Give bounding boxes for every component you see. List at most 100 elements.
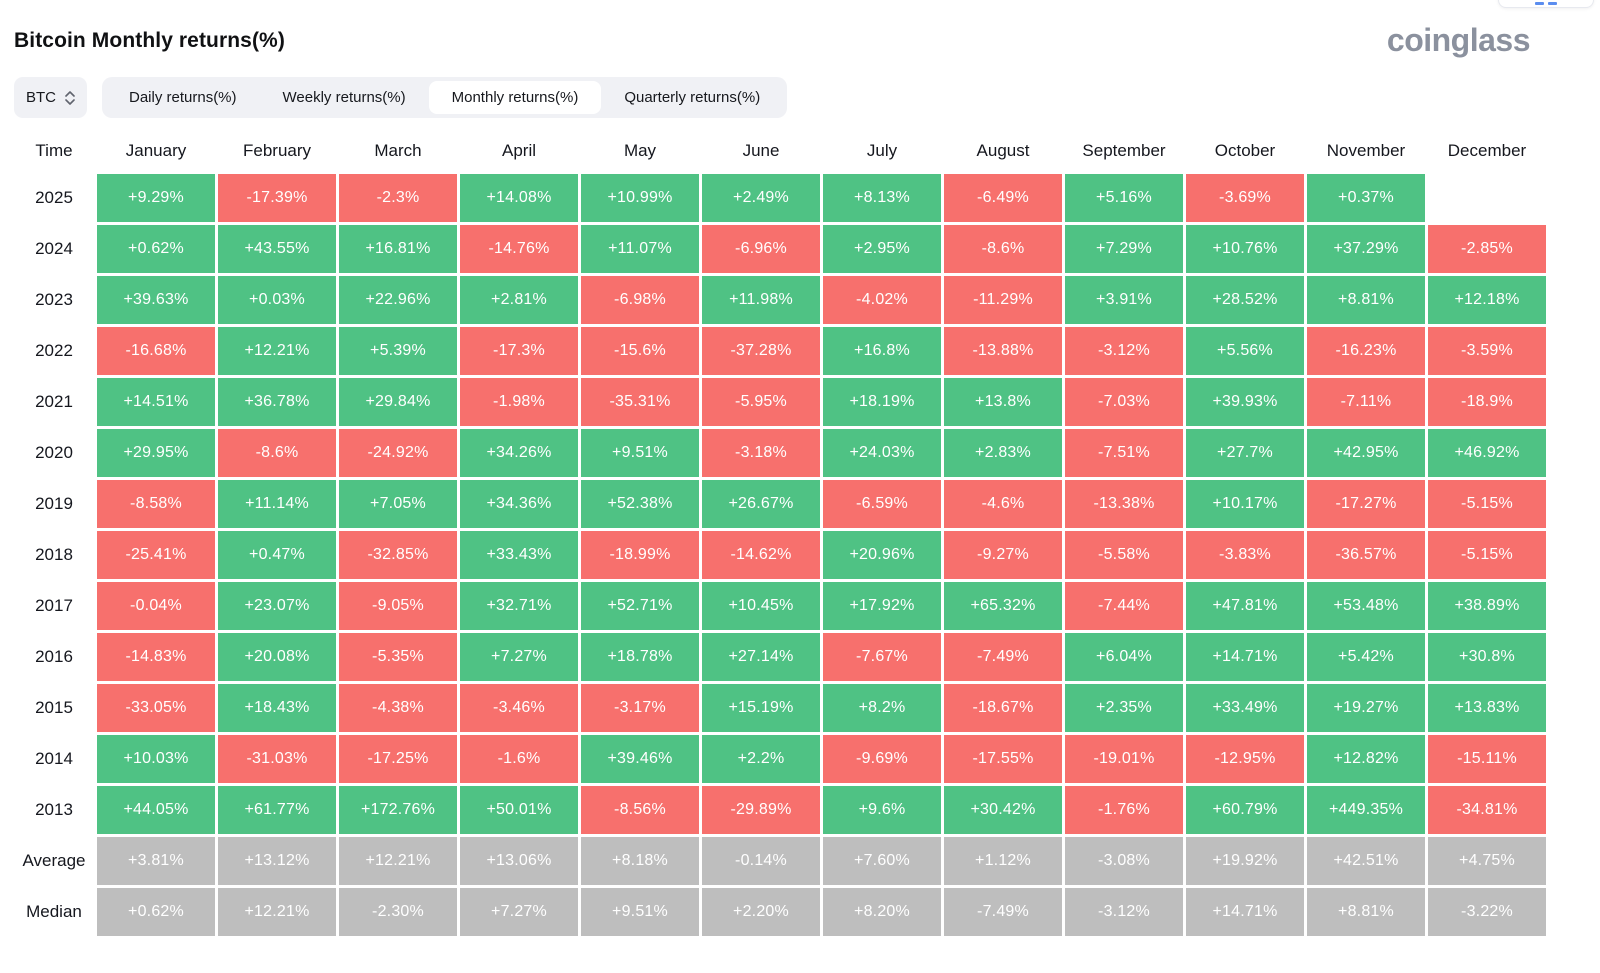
return-cell: +2.95%: [823, 225, 941, 273]
return-cell: +0.62%: [97, 888, 215, 936]
return-cell: +6.04%: [1065, 633, 1183, 681]
return-cell: -29.89%: [702, 786, 820, 834]
return-cell: -3.08%: [1065, 837, 1183, 885]
column-header-june: June: [742, 140, 780, 160]
return-cell: -3.12%: [1065, 888, 1183, 936]
return-cell: +27.7%: [1186, 429, 1304, 477]
return-cell: -7.11%: [1307, 378, 1425, 426]
return-cell: +39.63%: [97, 276, 215, 324]
row-label: 2024: [35, 239, 73, 258]
return-cell: +46.92%: [1428, 429, 1546, 477]
return-cell: -12.95%: [1186, 735, 1304, 783]
return-cell: +2.20%: [702, 888, 820, 936]
row-label: Average: [22, 851, 86, 870]
return-cell: +34.36%: [460, 480, 578, 528]
return-cell: -5.95%: [702, 378, 820, 426]
return-cell: +33.49%: [1186, 684, 1304, 732]
return-cell: +28.52%: [1186, 276, 1304, 324]
return-cell: +11.14%: [218, 480, 336, 528]
return-cell: +9.29%: [97, 174, 215, 222]
return-cell: +449.35%: [1307, 786, 1425, 834]
row-label: 2015: [35, 698, 73, 717]
return-cell: +18.19%: [823, 378, 941, 426]
table-row-2016: 2016 -14.83% +20.08% -5.35% +7.27% +18.78% +27…: [14, 633, 1546, 681]
return-cell: +44.05%: [97, 786, 215, 834]
return-cell: -7.51%: [1065, 429, 1183, 477]
coinglass-logo: coinglass: [1386, 22, 1531, 58]
return-cell: +50.01%: [460, 786, 578, 834]
return-cell: -7.67%: [823, 633, 941, 681]
column-header-august: August: [976, 140, 1030, 160]
row-label: 2023: [35, 290, 73, 309]
return-cell: +7.27%: [460, 888, 578, 936]
return-cell: +52.71%: [581, 582, 699, 630]
table-row-2017: 2017 -0.04% +23.07% -9.05% +32.71% +52.71% +10…: [14, 582, 1546, 630]
return-cell: +37.29%: [1307, 225, 1425, 273]
return-cell: -19.01%: [1065, 735, 1183, 783]
return-cell: +2.2%: [702, 735, 820, 783]
return-cell: +36.78%: [218, 378, 336, 426]
return-cell: +30.8%: [1428, 633, 1546, 681]
row-label: 2022: [35, 341, 73, 360]
return-cell: +13.06%: [460, 837, 578, 885]
return-cell: +65.32%: [944, 582, 1062, 630]
return-cell: +9.51%: [581, 429, 699, 477]
symbol-selector[interactable]: BTC: [14, 77, 87, 118]
return-cell: -3.83%: [1186, 531, 1304, 579]
return-cell: -13.38%: [1065, 480, 1183, 528]
return-cell: -3.22%: [1428, 888, 1546, 936]
return-cell: -18.99%: [581, 531, 699, 579]
return-cell: -6.59%: [823, 480, 941, 528]
return-cell: -9.05%: [339, 582, 457, 630]
return-cell: +8.20%: [823, 888, 941, 936]
return-cell: +8.18%: [581, 837, 699, 885]
table-row-2021: 2021 +14.51% +36.78% +29.84% -1.98% -35.31% -5…: [14, 378, 1546, 426]
return-cell: +13.12%: [218, 837, 336, 885]
table-row-2023: 2023 +39.63% +0.03% +22.96% +2.81% -6.98% +11.…: [14, 276, 1546, 324]
return-cell: +17.92%: [823, 582, 941, 630]
row-label: 2016: [35, 647, 73, 666]
return-cell: -17.25%: [339, 735, 457, 783]
column-header-may: May: [623, 140, 657, 160]
return-cell: +12.82%: [1307, 735, 1425, 783]
return-cell: +61.77%: [218, 786, 336, 834]
return-cell: -1.76%: [1065, 786, 1183, 834]
return-cell: -18.9%: [1428, 378, 1546, 426]
tab-daily-returns[interactable]: Daily returns(%): [129, 89, 237, 106]
page-title: Bitcoin Monthly returns(%): [14, 28, 285, 52]
tab-weekly-returns[interactable]: Weekly returns(%): [282, 89, 406, 106]
return-cell: -6.98%: [581, 276, 699, 324]
column-header-december: December: [1447, 140, 1527, 160]
tab-monthly-returns[interactable]: Monthly returns(%): [428, 81, 602, 114]
return-cell: +39.46%: [581, 735, 699, 783]
return-cell: +22.96%: [339, 276, 457, 324]
return-cell: +8.81%: [1307, 276, 1425, 324]
return-cell: -14.83%: [97, 633, 215, 681]
return-cell: -1.98%: [460, 378, 578, 426]
return-cell: -8.6%: [218, 429, 336, 477]
return-cell: -17.3%: [460, 327, 578, 375]
table-row-2019: 2019 -8.58% +11.14% +7.05% +34.36% +52.38% +26…: [14, 480, 1546, 528]
return-cell: +43.55%: [218, 225, 336, 273]
return-cell: -33.05%: [97, 684, 215, 732]
return-cell: +8.2%: [823, 684, 941, 732]
return-cell: +10.45%: [702, 582, 820, 630]
return-cell: +60.79%: [1186, 786, 1304, 834]
return-cell: -11.29%: [944, 276, 1062, 324]
return-cell: -9.27%: [944, 531, 1062, 579]
partial-button[interactable]: [1498, 0, 1594, 8]
return-cell: -36.57%: [1307, 531, 1425, 579]
row-label: 2018: [35, 545, 73, 564]
tab-quarterly-returns[interactable]: Quarterly returns(%): [624, 89, 761, 106]
return-cell: -6.96%: [702, 225, 820, 273]
return-cell: +16.81%: [339, 225, 457, 273]
return-cell: +15.19%: [702, 684, 820, 732]
table-row-2013: 2013 +44.05% +61.77% +172.76% +50.01% -8.56% -…: [14, 786, 1546, 834]
return-cell: -2.3%: [339, 174, 457, 222]
return-cell: -1.6%: [460, 735, 578, 783]
return-cell: -31.03%: [218, 735, 336, 783]
return-cell: -8.58%: [97, 480, 215, 528]
return-cell: +32.71%: [460, 582, 578, 630]
return-cell: +18.43%: [218, 684, 336, 732]
return-cell: -7.03%: [1065, 378, 1183, 426]
